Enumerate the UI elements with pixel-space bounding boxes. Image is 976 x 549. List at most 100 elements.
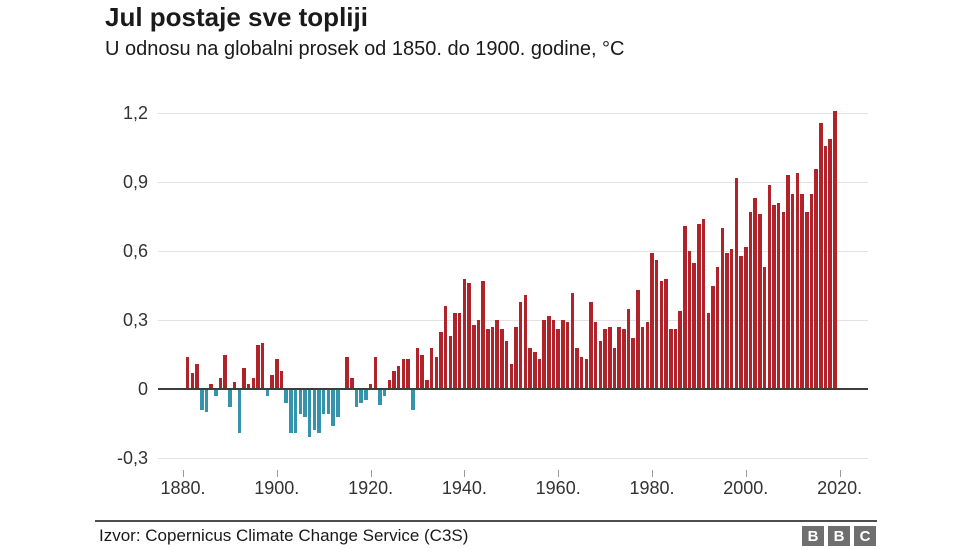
bar-1927 — [401, 359, 406, 389]
bar-1930 — [415, 347, 420, 389]
x-axis-tick-2000 — [745, 470, 747, 477]
bar-1942 — [472, 324, 476, 389]
bar-1940 — [462, 278, 467, 389]
bar-1984 — [669, 329, 673, 389]
bar-1933 — [429, 347, 434, 389]
footer-divider — [95, 520, 877, 522]
y-axis-label-0,6: 0,6 — [122, 241, 148, 262]
bar-1944 — [481, 281, 485, 389]
bar-1998 — [734, 177, 739, 389]
bar-1966 — [584, 359, 589, 389]
bar-1992 — [706, 313, 711, 389]
bar-1949 — [504, 340, 509, 389]
zero-axis-line — [158, 388, 868, 390]
bar-1902 — [284, 389, 288, 403]
bar-2008 — [781, 212, 786, 389]
bar-1983 — [664, 278, 668, 389]
x-axis-label-2000: 2000. — [723, 478, 769, 498]
bar-1903 — [289, 389, 293, 433]
bar-2009 — [786, 175, 790, 389]
bar-1897 — [260, 343, 265, 389]
bar-1909 — [317, 389, 321, 433]
bar-1988 — [687, 251, 692, 389]
bar-1886 — [209, 384, 213, 389]
bar-1883 — [195, 363, 199, 389]
bar-1968 — [593, 322, 598, 389]
bar-1993 — [711, 285, 715, 389]
bar-1952 — [518, 301, 523, 389]
bar-1945 — [486, 329, 490, 389]
x-axis-label-1920: 1920. — [348, 478, 394, 498]
bar-1937 — [448, 336, 453, 389]
x-axis-label-1880: 1880. — [160, 478, 206, 498]
bar-1892 — [237, 389, 242, 433]
bar-1954 — [528, 347, 532, 389]
bar-1901 — [279, 370, 284, 389]
bar-1991 — [701, 219, 706, 389]
bar-1950 — [509, 363, 514, 389]
bar-1918 — [359, 389, 363, 403]
bar-1987 — [683, 225, 687, 389]
bar-1916 — [350, 377, 354, 389]
bar-2012 — [800, 193, 804, 389]
bar-2005 — [767, 184, 771, 389]
y-axis-label-0,3: 0,3 — [122, 310, 148, 331]
bar-1958 — [547, 315, 551, 389]
bar-1962 — [565, 322, 570, 389]
bbc-logo-block-1: B — [802, 526, 824, 546]
chart-title: Jul postaje sve topliji — [105, 2, 368, 32]
bar-1922 — [378, 389, 382, 406]
bar-1979 — [645, 322, 650, 389]
gridline-y-0,9 — [158, 182, 868, 184]
x-axis-tick-1960 — [558, 470, 560, 477]
bar-2016 — [819, 122, 823, 389]
bar-1898 — [265, 389, 270, 396]
x-axis-tick-1920 — [370, 470, 372, 477]
bar-1908 — [312, 389, 317, 431]
bar-1977 — [636, 290, 640, 389]
y-axis-label-0: 0 — [137, 379, 148, 399]
x-axis-label-1960: 1960. — [535, 478, 581, 498]
bar-1941 — [467, 283, 471, 389]
bar-1887 — [214, 389, 218, 396]
y-axis-label--0,3: -0,3 — [116, 447, 148, 468]
bar-1928 — [406, 359, 410, 389]
source-text: Izvor: Copernicus Climate Change Service… — [99, 526, 469, 545]
bbc-logo-block-2: B — [828, 526, 850, 546]
bar-1996 — [725, 253, 729, 389]
bar-1906 — [303, 389, 307, 417]
bar-1989 — [692, 262, 696, 389]
bar-1932 — [425, 379, 429, 389]
bar-2010 — [790, 193, 795, 389]
bar-1985 — [673, 329, 678, 389]
bar-1960 — [556, 329, 560, 389]
bar-1971 — [608, 326, 612, 389]
bar-1891 — [232, 382, 237, 389]
bar-1913 — [336, 389, 340, 417]
bar-1885 — [204, 389, 209, 412]
chart-subtitle: U odnosu na globalni prosek od 1850. do … — [105, 38, 625, 60]
bar-1976 — [631, 338, 635, 389]
bar-1915 — [345, 356, 349, 389]
bar-1981 — [654, 260, 659, 389]
gridline-y-1,2 — [158, 113, 868, 115]
bar-2013 — [805, 212, 809, 389]
bar-1904 — [293, 389, 298, 433]
bar-1890 — [228, 389, 232, 408]
bar-1920 — [368, 384, 373, 389]
bar-1882 — [190, 372, 195, 389]
bar-1947 — [495, 320, 499, 389]
gridline-y--0,3 — [158, 457, 868, 459]
bar-1955 — [533, 352, 537, 389]
bar-1994 — [715, 267, 720, 389]
gridline-y-0,6 — [158, 251, 868, 253]
bar-2000 — [744, 246, 748, 389]
x-axis-label-1980: 1980. — [629, 478, 675, 498]
bar-1919 — [364, 389, 368, 401]
bar-1921 — [373, 356, 378, 389]
bar-1986 — [678, 310, 682, 389]
bar-1888 — [218, 377, 223, 389]
x-axis-tick-1940 — [464, 470, 466, 477]
